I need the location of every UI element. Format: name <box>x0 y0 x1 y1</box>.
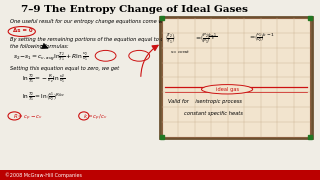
Text: $\ln\frac{T_2}{T_1} = -\frac{R}{c_v}\ln\frac{v_2}{v_1}$: $\ln\frac{T_2}{T_1} = -\frac{R}{c_v}\ln\… <box>22 73 66 86</box>
FancyBboxPatch shape <box>162 18 310 137</box>
Text: $=\!\left(\!\frac{P_2}{P_1}\!\right)^{\!\!\frac{k-1}{k}}$: $=\!\left(\!\frac{P_2}{P_1}\!\right)^{\!… <box>194 31 217 45</box>
Text: By setting the remaining portions of the equation equal to one another we can de: By setting the remaining portions of the… <box>10 37 229 42</box>
FancyBboxPatch shape <box>160 17 312 138</box>
Text: the following formulas:: the following formulas: <box>10 44 68 49</box>
Bar <box>0 170 320 180</box>
Ellipse shape <box>202 85 253 94</box>
Text: Setting this equation equal to zero, we get: Setting this equation equal to zero, we … <box>10 66 119 71</box>
Text: $k = c_p/c_v$: $k = c_p/c_v$ <box>83 112 108 123</box>
Text: One useful result for our entropy change equations come when a process is isentr: One useful result for our entropy change… <box>10 19 230 24</box>
Text: $R = c_p - c_v$: $R = c_p - c_v$ <box>13 112 43 123</box>
Text: ©2008 McGraw-Hill Companies: ©2008 McGraw-Hill Companies <box>5 172 82 178</box>
Text: $s_2\!-\!s_1 = c_{v,avg}\ln\!\frac{T_2}{T_1} + R\ln\frac{v_2}{v_1}$: $s_2\!-\!s_1 = c_{v,avg}\ln\!\frac{T_2}{… <box>13 51 89 64</box>
Text: Δs = 0: Δs = 0 <box>13 28 32 33</box>
Text: $s=const$: $s=const$ <box>170 48 190 55</box>
Text: $=\!\left(\!\frac{v_1}{v_2}\!\right)^{\!k-1}$: $=\!\left(\!\frac{v_1}{v_2}\!\right)^{\!… <box>248 31 275 43</box>
Text: constant specific heats: constant specific heats <box>184 111 243 116</box>
Text: ideal gas: ideal gas <box>215 87 239 92</box>
Text: $\left(\!\frac{T_2}{T_1}\!\right)$: $\left(\!\frac{T_2}{T_1}\!\right)$ <box>165 31 175 45</box>
Text: $\ln\frac{T_2}{T_1} = \ln\!\left(\frac{v_1}{v_2}\right)^{\!R/c_v}$: $\ln\frac{T_2}{T_1} = \ln\!\left(\frac{v… <box>22 91 66 104</box>
Text: 7–9 The Entropy Change of Ideal Gases: 7–9 The Entropy Change of Ideal Gases <box>21 4 248 14</box>
Text: Valid for    isentropic process: Valid for isentropic process <box>168 99 242 104</box>
